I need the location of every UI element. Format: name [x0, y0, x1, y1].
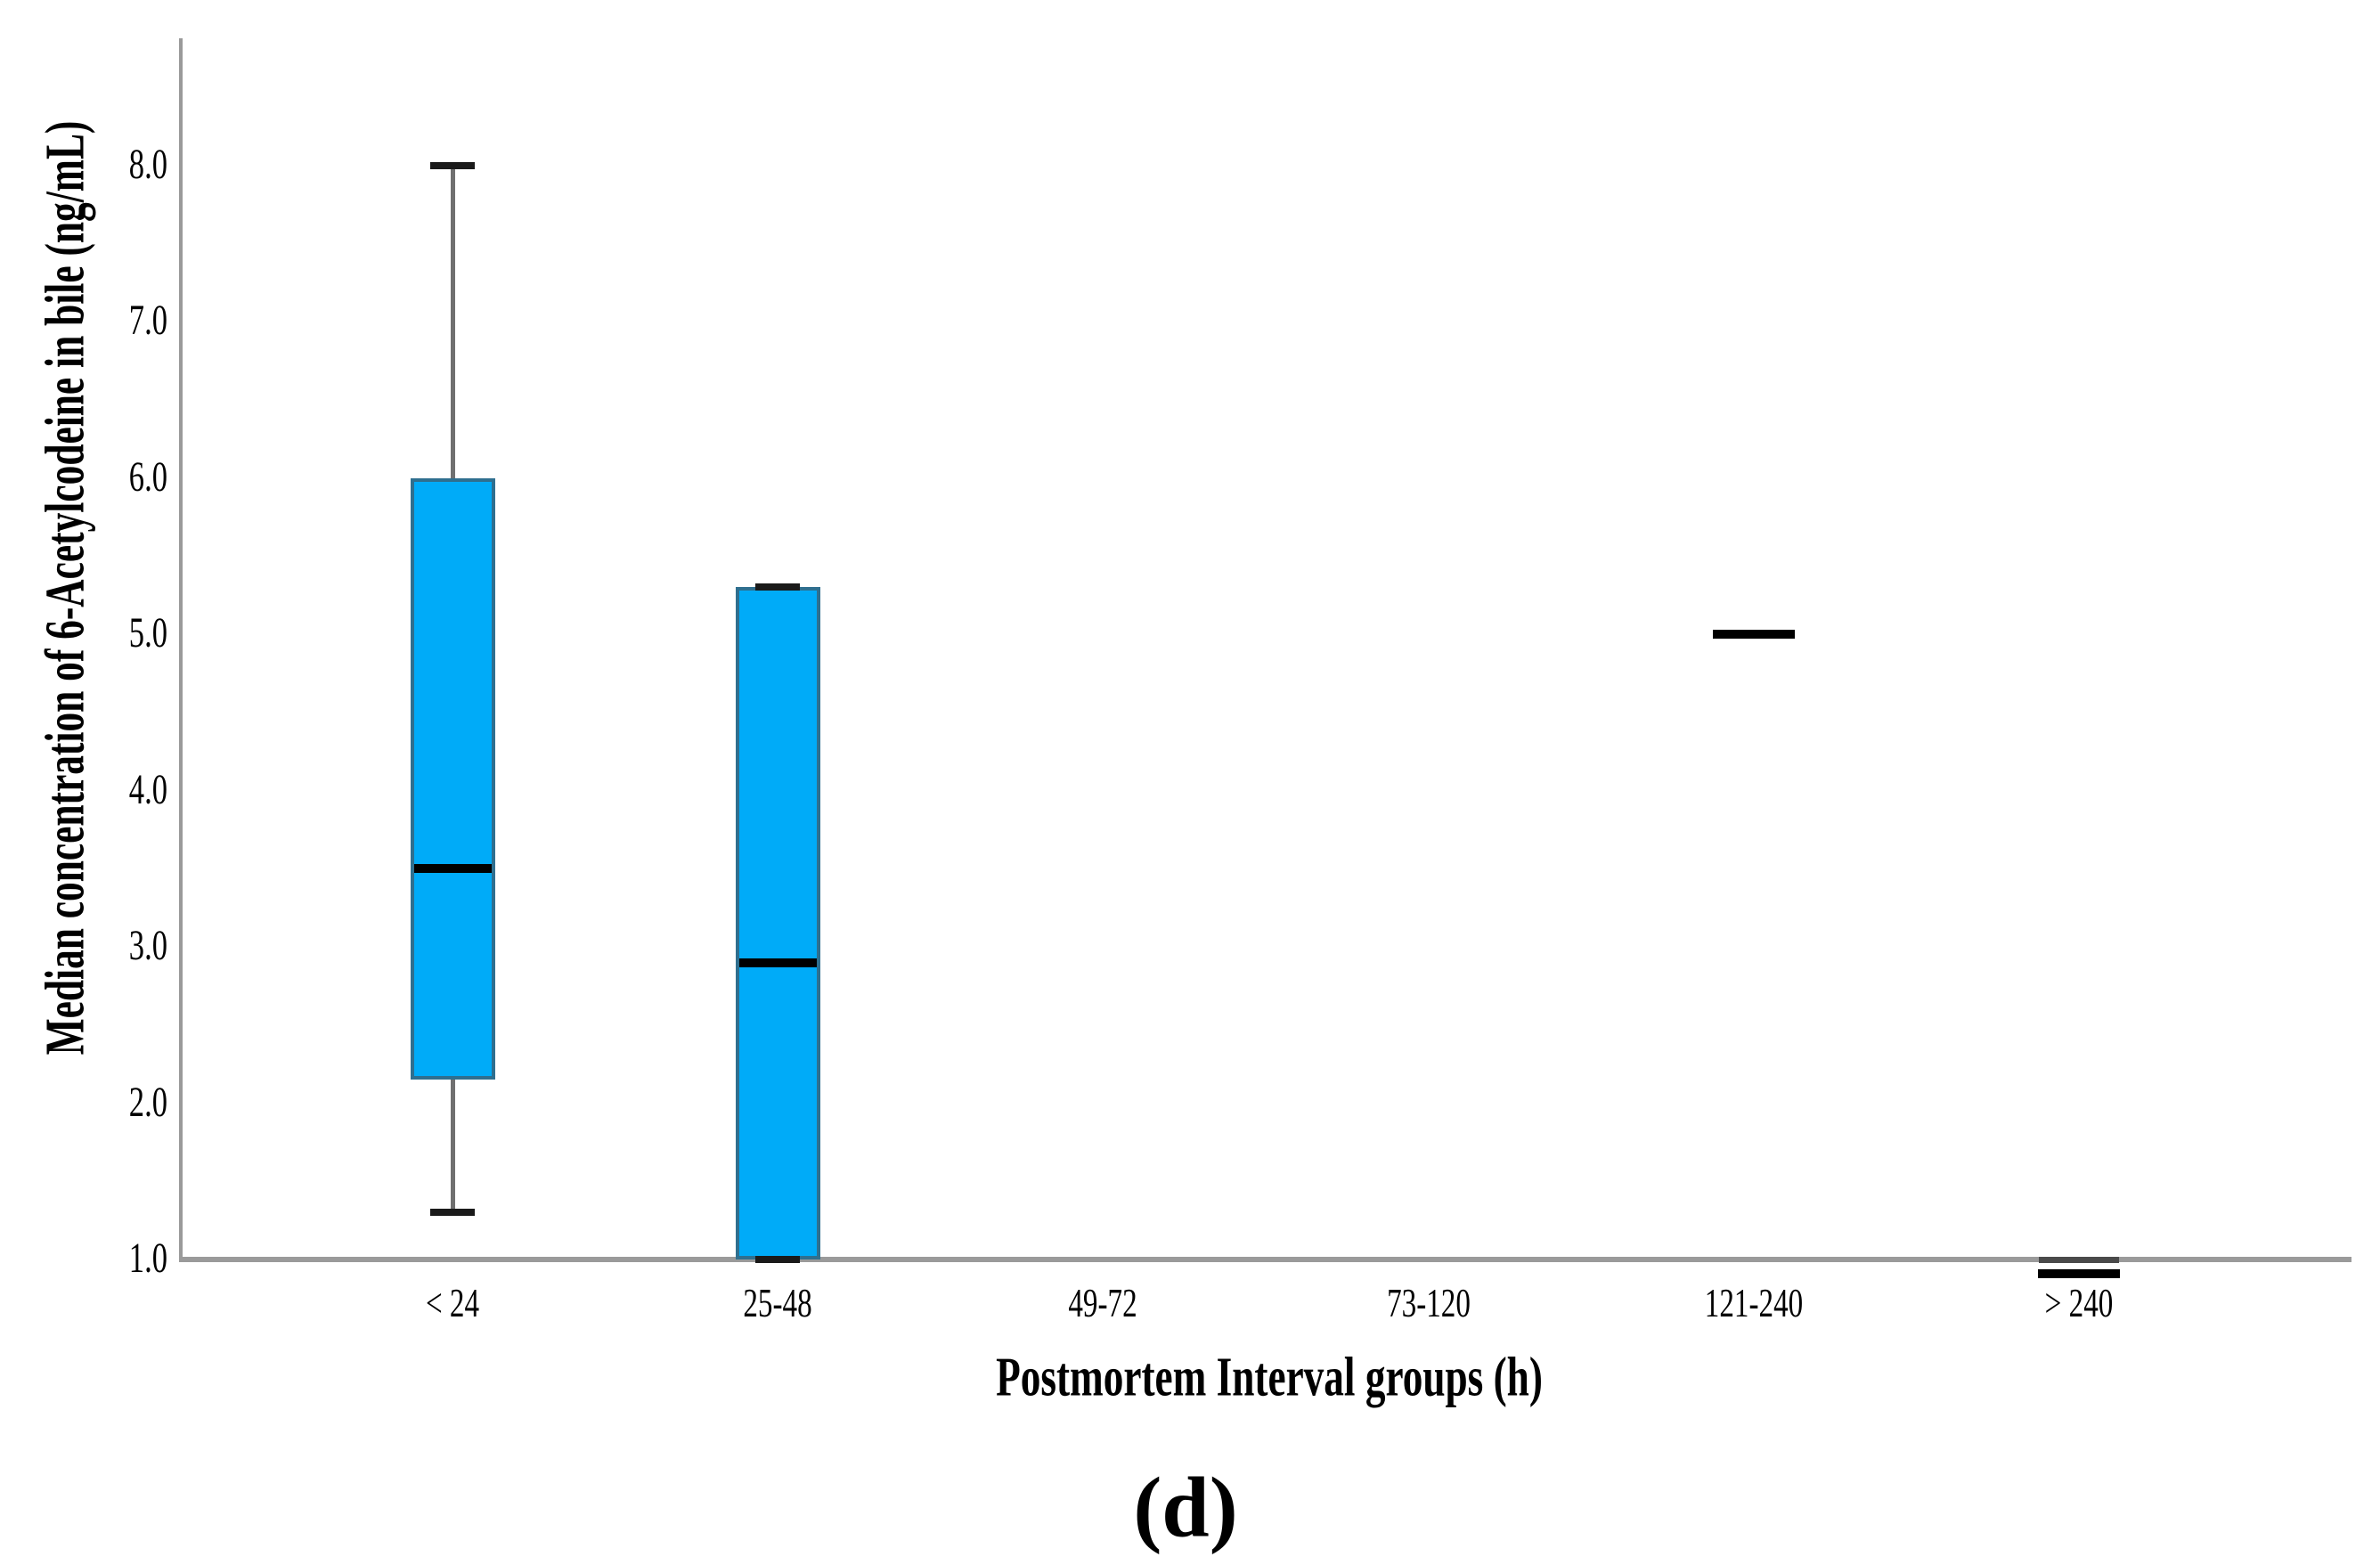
- single-value-line: [1712, 630, 1795, 639]
- y-tick-label: 7.0: [128, 297, 167, 344]
- upper-whisker-line: [450, 165, 455, 478]
- lower-whisker-cap: [430, 1209, 475, 1217]
- box: [735, 587, 820, 1259]
- upper-whisker-cap: [430, 161, 475, 169]
- y-tick-label: 4.0: [128, 765, 167, 813]
- y-tick-label: 1.0: [128, 1235, 167, 1282]
- x-tick-label: 25-48: [743, 1280, 812, 1325]
- y-tick-label: 2.0: [128, 1078, 167, 1126]
- x-axis-line: [179, 1257, 2351, 1262]
- x-tick-label: > 240: [2044, 1280, 2114, 1325]
- lower-whisker-cap: [755, 1256, 801, 1263]
- x-tick-label: 121-240: [1704, 1280, 1803, 1325]
- y-tick-label: 6.0: [128, 452, 167, 501]
- x-tick-label: 49-72: [1068, 1280, 1138, 1325]
- y-axis-title: Median concentration of 6-Acetylcodeine …: [35, 120, 96, 1056]
- x-tick-label: < 24: [425, 1280, 480, 1325]
- panel-caption: (d): [1133, 1459, 1238, 1555]
- median-line: [738, 958, 817, 967]
- y-tick-label: 8.0: [128, 140, 167, 188]
- single-value-line: [2038, 1268, 2120, 1278]
- y-tick-label: 3.0: [128, 922, 167, 969]
- y-axis-line: [179, 38, 183, 1262]
- x-tick-label: 73-120: [1386, 1280, 1471, 1325]
- box: [410, 477, 495, 1080]
- y-tick-label: 5.0: [128, 609, 167, 656]
- median-line: [413, 864, 492, 874]
- clipped-upper-edge-mark: [2039, 1256, 2119, 1263]
- lower-whisker-line: [450, 1080, 455, 1213]
- upper-whisker-cap: [755, 583, 801, 591]
- x-axis-title: Postmortem Interval groups (h): [996, 1347, 1543, 1408]
